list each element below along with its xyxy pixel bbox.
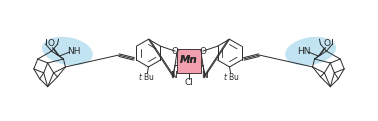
Text: O: O xyxy=(199,47,206,56)
Text: NH: NH xyxy=(68,47,81,56)
Text: Mn: Mn xyxy=(180,55,198,65)
Text: $t$ Bu: $t$ Bu xyxy=(138,71,155,82)
Text: HN: HN xyxy=(297,47,310,56)
Text: O: O xyxy=(172,47,179,56)
Ellipse shape xyxy=(42,37,93,65)
Ellipse shape xyxy=(285,37,336,65)
Text: Cl: Cl xyxy=(184,78,194,87)
Bar xyxy=(177,49,201,73)
Text: $t$ Bu: $t$ Bu xyxy=(223,71,240,82)
Text: N: N xyxy=(170,71,177,80)
Text: Mn: Mn xyxy=(180,55,198,65)
Bar xyxy=(177,49,201,73)
Text: O: O xyxy=(47,39,54,48)
Text: N: N xyxy=(201,71,208,80)
Text: O: O xyxy=(324,39,331,48)
